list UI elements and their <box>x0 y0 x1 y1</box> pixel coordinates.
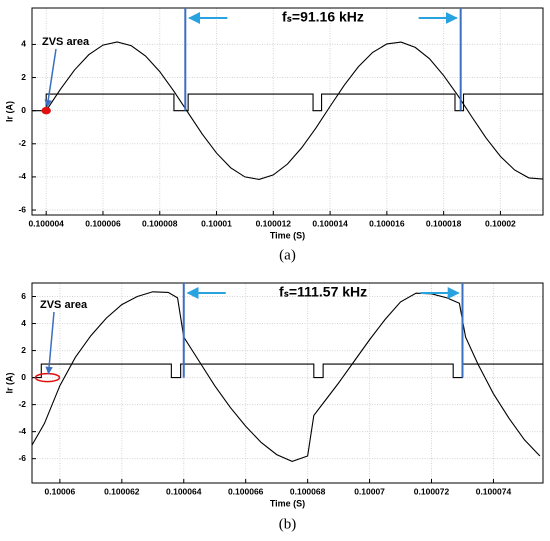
y-tick-label: 0 <box>21 105 26 115</box>
y-tick-label: 4 <box>21 39 26 49</box>
zvs-label: ZVS area <box>40 299 88 311</box>
frequency-label: fₛ=91.16 kHz <box>282 9 364 25</box>
y-tick-label: 6 <box>21 291 26 301</box>
x-tick-label: 0.10002 <box>485 218 516 228</box>
y-axis-label: Ir (A) <box>4 373 14 394</box>
y-tick-label: 2 <box>21 345 26 355</box>
x-tick-label: 0.10006 <box>45 486 76 496</box>
caption: (b) <box>279 516 297 532</box>
x-tick-label: 0.100004 <box>28 218 64 228</box>
zvs-label: ZVS area <box>42 36 90 48</box>
zvs-arrow <box>44 48 57 108</box>
x-tick-label: 0.100016 <box>369 218 405 228</box>
x-tick-label: 0.10007 <box>354 486 385 496</box>
x-tick-label: 0.100012 <box>256 218 292 228</box>
x-tick-label: 0.10001 <box>201 218 232 228</box>
x-tick-label: 0.100072 <box>414 486 450 496</box>
y-tick-label: -2 <box>18 138 26 148</box>
x-tick-label: 0.100066 <box>228 486 264 496</box>
zvs-arrow <box>45 311 55 375</box>
x-tick-label: 0.100074 <box>476 486 512 496</box>
x-tick-label: 0.100008 <box>142 218 178 228</box>
y-tick-label: -4 <box>18 426 26 436</box>
x-tick-label: 0.100068 <box>290 486 326 496</box>
x-tick-label: 0.100006 <box>85 218 121 228</box>
x-axis-label: Time (S) <box>270 230 305 240</box>
caption: (a) <box>279 247 296 263</box>
x-tick-label: 0.100064 <box>166 486 202 496</box>
x-axis-label: Time (S) <box>270 498 305 508</box>
y-tick-label: -6 <box>18 204 26 214</box>
y-tick-label: -6 <box>18 453 26 463</box>
x-tick-label: 0.100014 <box>312 218 348 228</box>
y-tick-label: 2 <box>21 72 26 82</box>
x-tick-label: 0.100018 <box>426 218 462 228</box>
y-axis-label: Ir (A) <box>4 101 14 122</box>
zvs-area <box>41 106 51 115</box>
y-tick-label: -4 <box>18 171 26 181</box>
plot-frame <box>31 7 544 216</box>
frequency-label: fₛ=111.57 kHz <box>279 284 367 300</box>
x-tick-label: 0.100062 <box>104 486 140 496</box>
series-line <box>32 93 543 112</box>
y-tick-label: 4 <box>21 318 26 328</box>
series-line <box>32 363 543 379</box>
y-tick-label: -2 <box>18 399 26 409</box>
series-line <box>31 291 541 462</box>
y-tick-label: 0 <box>21 372 26 382</box>
plot-frame <box>31 282 544 484</box>
